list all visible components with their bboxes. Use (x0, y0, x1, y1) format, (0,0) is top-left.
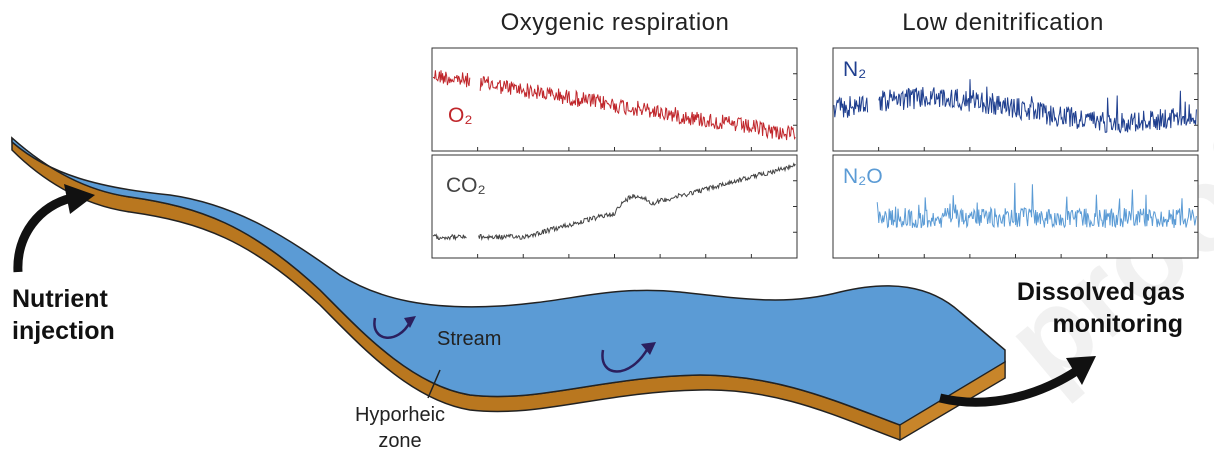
diagram: proofs Oxygenic respiration Low denitrif… (0, 0, 1214, 457)
panel-title: Oxygenic respiration (501, 9, 730, 36)
gas-label: O₂ (448, 104, 473, 127)
label-line: zone (378, 430, 421, 452)
label-line: Dissolved gas (1017, 278, 1185, 306)
label: Nutrient injection (12, 285, 115, 345)
panel-title: Low denitrification (902, 9, 1104, 36)
gas-label: N₂ (843, 58, 866, 81)
panel-frame (432, 155, 797, 258)
label-line: Nutrient (12, 285, 109, 313)
inflow-arrow (18, 198, 72, 272)
panels: O₂ CO₂ N₂ N₂O (432, 48, 1198, 258)
label: Hyporheic zone (355, 404, 445, 452)
panel-frame (432, 48, 797, 151)
gas-label: N₂O (843, 165, 883, 188)
label-line: monitoring (1052, 310, 1183, 338)
label-line: Hyporheic (355, 404, 445, 426)
panel-frame (833, 48, 1198, 151)
label-line: injection (12, 317, 115, 345)
stream-label: Stream (437, 328, 501, 350)
gas-label: CO₂ (446, 174, 486, 197)
